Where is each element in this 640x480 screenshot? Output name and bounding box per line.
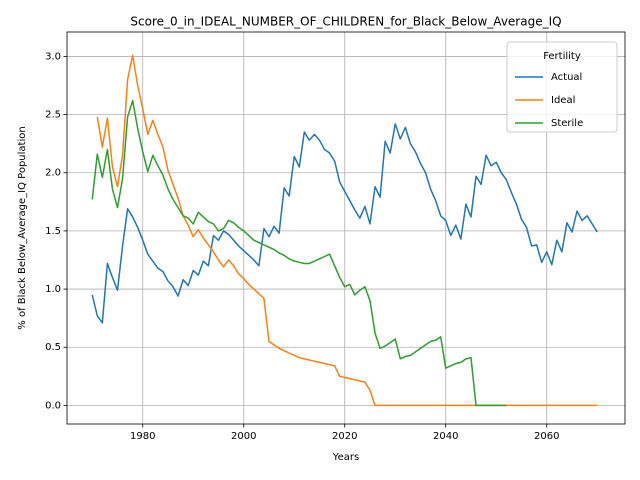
- y-tick-label: 1.5: [45, 226, 61, 237]
- y-tick-label: 2.0: [45, 168, 61, 179]
- x-tick-label: 2020: [332, 431, 357, 442]
- plot-frame: [66, 31, 626, 425]
- x-tick-label: 2040: [433, 431, 458, 442]
- y-tick-label: 1.0: [45, 284, 61, 295]
- legend-box: [506, 41, 618, 133]
- x-axis-label: Years: [332, 452, 359, 463]
- series-line: [91, 99, 507, 407]
- x-tick-label: 2000: [231, 431, 256, 442]
- y-axis-label: % of Black Below_Average_IQ Population: [17, 126, 28, 329]
- chart-title: Score_0_in_IDEAL_NUMBER_OF_CHILDREN_for_…: [130, 15, 561, 29]
- x-tick-label: 2060: [534, 431, 559, 442]
- y-tick-label: 0.0: [45, 400, 61, 411]
- y-tick-label: 0.5: [45, 342, 61, 353]
- series-line: [96, 54, 598, 407]
- x-tick-label: 1980: [130, 431, 155, 442]
- y-tick-label: 3.0: [45, 51, 61, 62]
- legend-label: Actual: [551, 72, 582, 83]
- legend-title: Fertility: [543, 51, 581, 62]
- legend-label: Sterile: [551, 118, 583, 129]
- legend-label: Ideal: [551, 95, 575, 106]
- series-line: [91, 123, 598, 324]
- y-tick-label: 2.5: [45, 110, 61, 121]
